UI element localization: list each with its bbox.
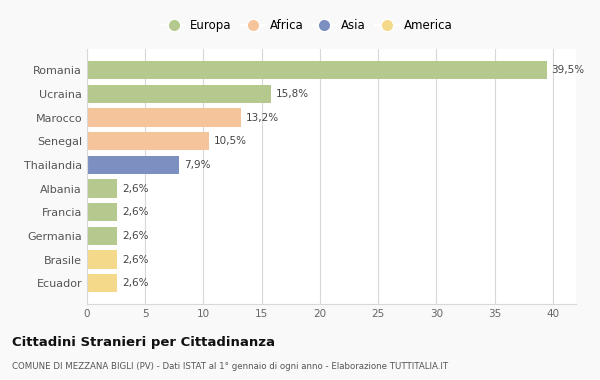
Text: COMUNE DI MEZZANA BIGLI (PV) - Dati ISTAT al 1° gennaio di ogni anno - Elaborazi: COMUNE DI MEZZANA BIGLI (PV) - Dati ISTA… bbox=[12, 362, 448, 371]
Bar bbox=[87, 179, 117, 198]
Bar bbox=[87, 203, 117, 222]
Text: 2,6%: 2,6% bbox=[122, 255, 148, 264]
Bar bbox=[87, 132, 209, 150]
Text: 39,5%: 39,5% bbox=[551, 65, 584, 75]
Text: 10,5%: 10,5% bbox=[214, 136, 247, 146]
Bar bbox=[87, 85, 271, 103]
Bar bbox=[87, 250, 117, 269]
Bar bbox=[87, 61, 547, 79]
Bar bbox=[87, 274, 117, 293]
Legend: Europa, Africa, Asia, America: Europa, Africa, Asia, America bbox=[157, 14, 457, 37]
Text: 13,2%: 13,2% bbox=[245, 112, 278, 122]
Bar bbox=[87, 108, 241, 127]
Text: 7,9%: 7,9% bbox=[184, 160, 210, 170]
Text: 2,6%: 2,6% bbox=[122, 184, 148, 193]
Text: 2,6%: 2,6% bbox=[122, 231, 148, 241]
Text: 2,6%: 2,6% bbox=[122, 278, 148, 288]
Text: 15,8%: 15,8% bbox=[275, 89, 309, 99]
Text: Cittadini Stranieri per Cittadinanza: Cittadini Stranieri per Cittadinanza bbox=[12, 336, 275, 349]
Bar bbox=[87, 156, 179, 174]
Bar bbox=[87, 226, 117, 245]
Text: 2,6%: 2,6% bbox=[122, 207, 148, 217]
